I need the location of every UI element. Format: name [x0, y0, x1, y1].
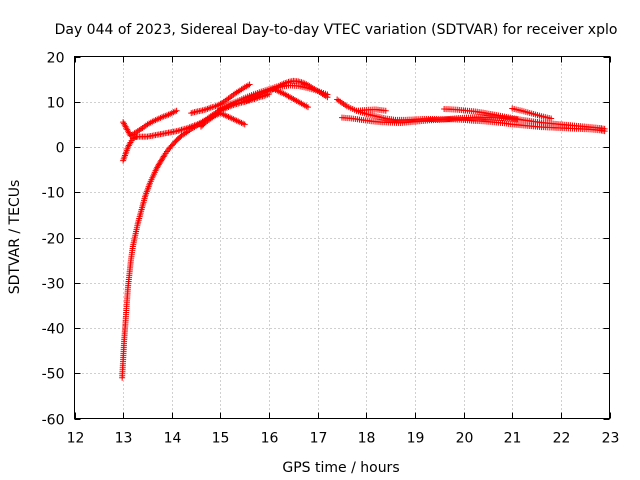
data-point [382, 107, 389, 114]
y-tick-label: -60 [42, 413, 65, 429]
y-tick-label: 10 [47, 96, 65, 112]
series-arc-rising [119, 106, 224, 381]
plot-frame [74, 56, 610, 419]
x-tick-label: 14 [164, 431, 182, 447]
y-tick-label: -20 [42, 232, 65, 248]
x-tick-label: 20 [456, 431, 474, 447]
x-tick-label: 23 [602, 431, 620, 447]
data-point [601, 125, 608, 132]
x-axis-label: GPS time / hours [282, 460, 399, 476]
series-arc-low-left [120, 114, 214, 164]
series-arc-right-3 [353, 106, 389, 114]
y-tick-label: -40 [42, 322, 65, 338]
data-point [173, 107, 180, 114]
y-tick-label: 20 [47, 51, 65, 67]
data-point [548, 115, 555, 122]
x-tick-labels: 12 13 14 15 16 17 18 19 20 21 22 23 [67, 431, 620, 447]
series-arc-peak-3 [266, 82, 331, 98]
series-arc-right-5 [509, 105, 555, 122]
series-arc-mid-1 [188, 81, 253, 117]
y-axis-label: SDTVAR / TECUs [7, 180, 23, 295]
series-arc-right-4 [441, 105, 608, 132]
series-arc-upper-left [120, 107, 180, 139]
x-tick-label: 19 [407, 431, 425, 447]
x-tick-label: 16 [261, 431, 279, 447]
data-point [304, 104, 311, 111]
series-arc-mid-2 [197, 110, 248, 130]
x-tick-label: 21 [504, 431, 522, 447]
y-tick-label: -50 [42, 367, 65, 383]
x-tick-label: 22 [553, 431, 571, 447]
x-tick-label: 15 [212, 431, 230, 447]
y-tick-labels: -60 -50 -40 -30 -20 -10 0 10 20 [42, 51, 65, 429]
x-tick-label: 18 [358, 431, 376, 447]
data-marks [119, 77, 608, 381]
x-tick-label: 13 [115, 431, 133, 447]
data-point [160, 153, 167, 160]
y-tick-label: -30 [42, 277, 65, 293]
x-tick-label: 12 [67, 431, 85, 447]
data-point [246, 81, 253, 88]
axis-ticks [74, 56, 611, 420]
data-point [241, 121, 248, 128]
x-tick-label: 17 [310, 431, 328, 447]
y-tick-label: -10 [42, 186, 65, 202]
data-point [324, 91, 331, 98]
y-tick-label: 0 [56, 141, 65, 157]
chart-title: Day 044 of 2023, Sidereal Day-to-day VTE… [55, 22, 618, 38]
